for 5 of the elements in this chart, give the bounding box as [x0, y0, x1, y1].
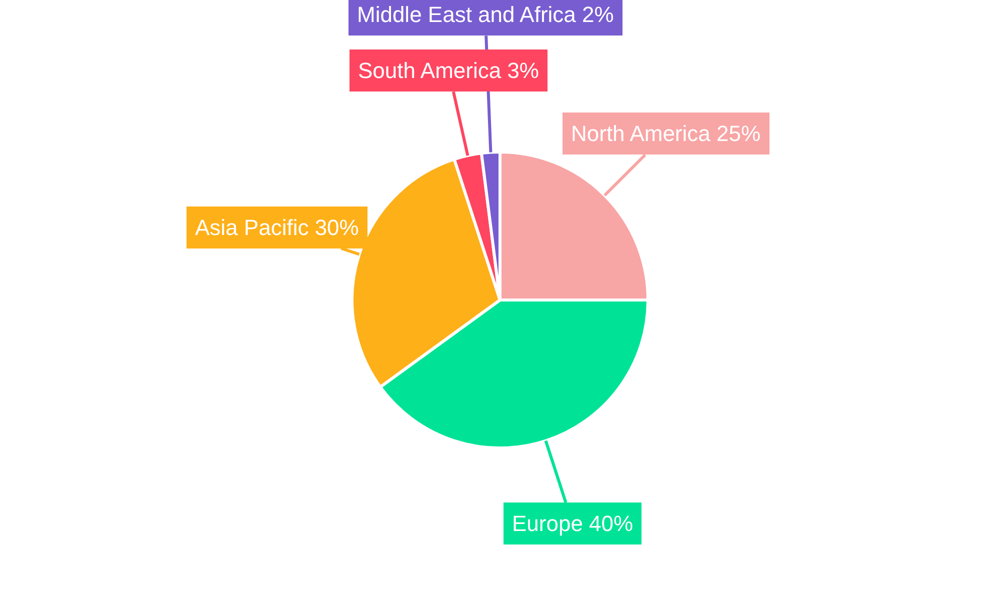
- slice-label: Middle East and Africa 2%: [357, 2, 614, 27]
- slice-label: Europe 40%: [512, 511, 634, 536]
- slice-label: North America 25%: [571, 121, 761, 146]
- slice-label: South America 3%: [358, 58, 539, 83]
- slice-label: Asia Pacific 30%: [195, 215, 359, 240]
